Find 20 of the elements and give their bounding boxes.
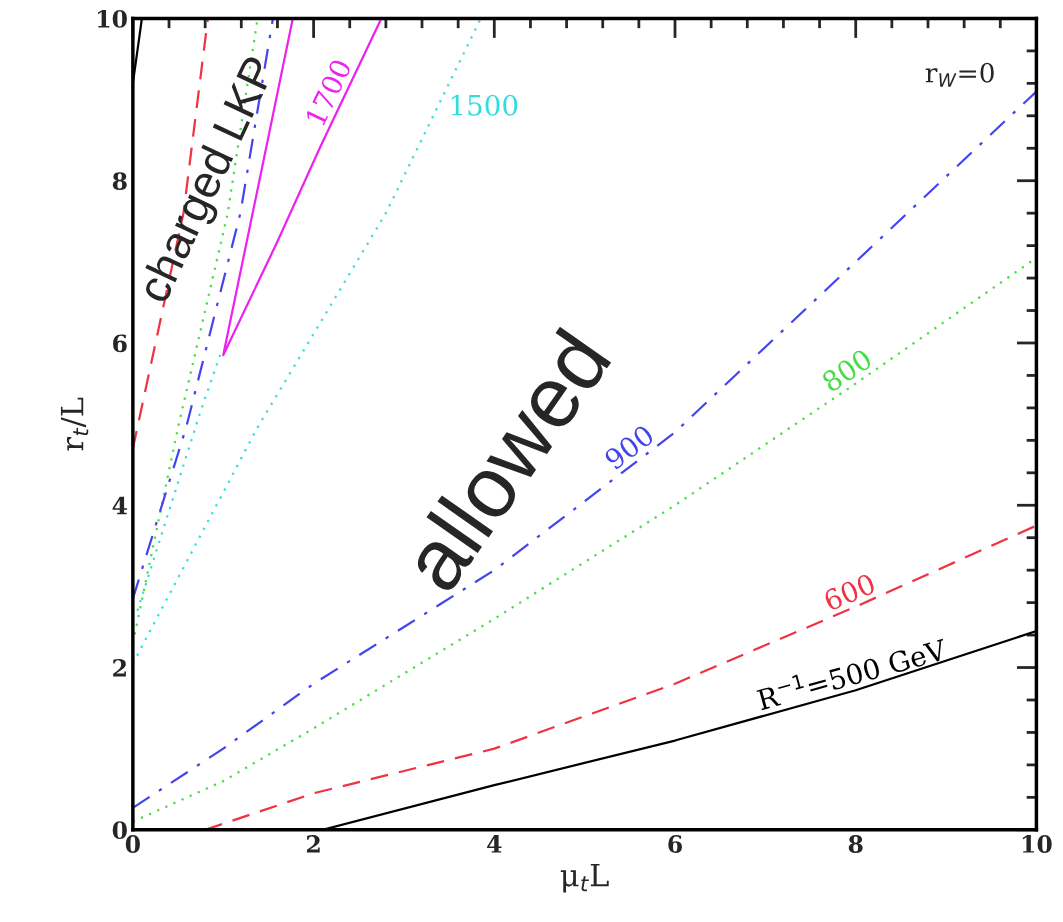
annotation: 1500 <box>451 94 518 116</box>
y-tick-label: 6 <box>113 334 127 353</box>
y-tick-label: 2 <box>113 658 126 677</box>
annotation: r$_{W}$=0 <box>925 62 994 87</box>
x-axis-title: μ$_{t}$L <box>560 863 609 893</box>
y-axis-title: r$_{t}$/L <box>60 397 89 451</box>
y-tick-label: 8 <box>112 172 127 191</box>
y-tick-label: 4 <box>112 496 128 515</box>
annotation: 800 <box>820 347 874 393</box>
x-tick-label: 10 <box>1022 835 1052 853</box>
x-tick-label: 8 <box>848 835 863 853</box>
x-tick-label: 4 <box>487 835 502 853</box>
annotation: 1700 <box>304 57 353 127</box>
x-tick-label: 2 <box>306 835 320 853</box>
x-tick-label: 6 <box>668 835 682 853</box>
y-tick-label: 10 <box>98 9 127 28</box>
annotation: 600 <box>822 572 877 612</box>
x-tick-label: 0 <box>125 835 140 853</box>
annotation: R$^{−1}$=500 GeV <box>755 634 949 711</box>
y-tick-label: 0 <box>112 821 127 840</box>
